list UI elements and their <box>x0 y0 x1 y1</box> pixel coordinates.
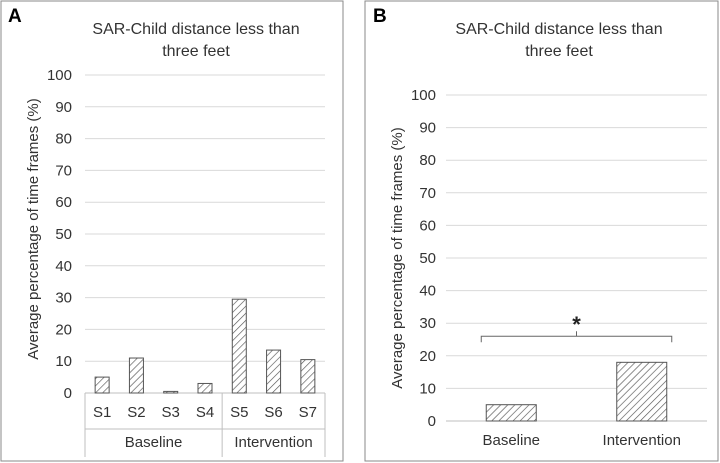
panel-b-bars <box>485 361 668 422</box>
panel-a-gridlines <box>85 74 325 394</box>
y-tick-label: 100 <box>411 87 436 104</box>
y-tick-label: 40 <box>419 283 436 300</box>
y-tick-label: 70 <box>55 162 72 179</box>
y-tick-label: 30 <box>419 315 436 332</box>
panel-a-title-line-1: SAR-Child distance less than <box>92 21 299 38</box>
y-tick-label: 30 <box>55 290 72 307</box>
panel-a-letter: A <box>8 6 22 27</box>
panel-a-x-groups: Baseline Intervention <box>84 393 326 457</box>
y-tick-label: 20 <box>55 321 72 338</box>
panel-a-frame <box>0 0 344 462</box>
x-tick-label: Baseline <box>482 432 540 449</box>
panel-b-title-line-1: SAR-Child distance less than <box>455 21 662 38</box>
bar-s2 <box>128 357 144 394</box>
bar-s5 <box>231 298 247 394</box>
bar-s1 <box>94 376 110 394</box>
panel-b-x-categories: Baseline Intervention <box>482 432 680 449</box>
y-tick-label: 20 <box>419 348 436 365</box>
y-tick-label: 50 <box>55 226 72 243</box>
panel-a-x-categories: S1 S2 S3 S4 S5 S6 S7 <box>93 404 317 421</box>
bar-s6 <box>266 349 282 394</box>
panel-b-y-axis-label: Average percentage of time frames (%) <box>389 127 406 389</box>
panel-b-letter: B <box>373 6 387 27</box>
bar-s3 <box>163 390 179 394</box>
x-tick-label: S5 <box>230 404 248 421</box>
y-tick-label: 60 <box>55 194 72 211</box>
panel-a-title-line-2: three feet <box>162 43 230 60</box>
x-tick-label: S4 <box>196 404 214 421</box>
x-tick-label: Intervention <box>603 432 681 449</box>
x-group-label: Intervention <box>234 434 312 451</box>
panel-b-significance: * <box>480 312 673 343</box>
y-tick-label: 0 <box>428 413 436 430</box>
x-tick-label: S3 <box>162 404 180 421</box>
x-tick-label: S6 <box>264 404 282 421</box>
y-tick-label: 90 <box>55 99 72 116</box>
panel-a-y-ticks: 0 10 20 30 40 50 60 70 80 90 100 <box>47 67 72 402</box>
panel-b-y-ticks: 0 10 20 30 40 50 60 70 80 90 100 <box>411 87 436 430</box>
panel-b-title-line-2: three feet <box>525 43 593 60</box>
x-tick-label: S2 <box>127 404 145 421</box>
y-tick-label: 50 <box>419 250 436 267</box>
bar-s7 <box>300 359 316 394</box>
bar-s4 <box>197 382 213 394</box>
x-tick-label: S7 <box>299 404 317 421</box>
y-tick-label: 80 <box>55 131 72 148</box>
y-tick-label: 10 <box>419 380 436 397</box>
bar-intervention <box>616 361 668 422</box>
y-tick-label: 60 <box>419 217 436 234</box>
x-group-label: Baseline <box>125 434 183 451</box>
y-tick-label: 100 <box>47 67 72 84</box>
significance-bracket <box>480 331 673 343</box>
x-tick-label: S1 <box>93 404 111 421</box>
bar-baseline <box>485 404 537 422</box>
y-tick-label: 40 <box>55 258 72 275</box>
y-tick-label: 90 <box>419 120 436 137</box>
panel-a-bars <box>94 298 316 394</box>
y-tick-label: 10 <box>55 353 72 370</box>
panel-a-y-axis-label: Average percentage of time frames (%) <box>25 98 42 360</box>
y-tick-label: 70 <box>419 185 436 202</box>
significance-marker: * <box>572 312 581 337</box>
y-tick-label: 0 <box>64 385 72 402</box>
y-tick-label: 80 <box>419 152 436 169</box>
